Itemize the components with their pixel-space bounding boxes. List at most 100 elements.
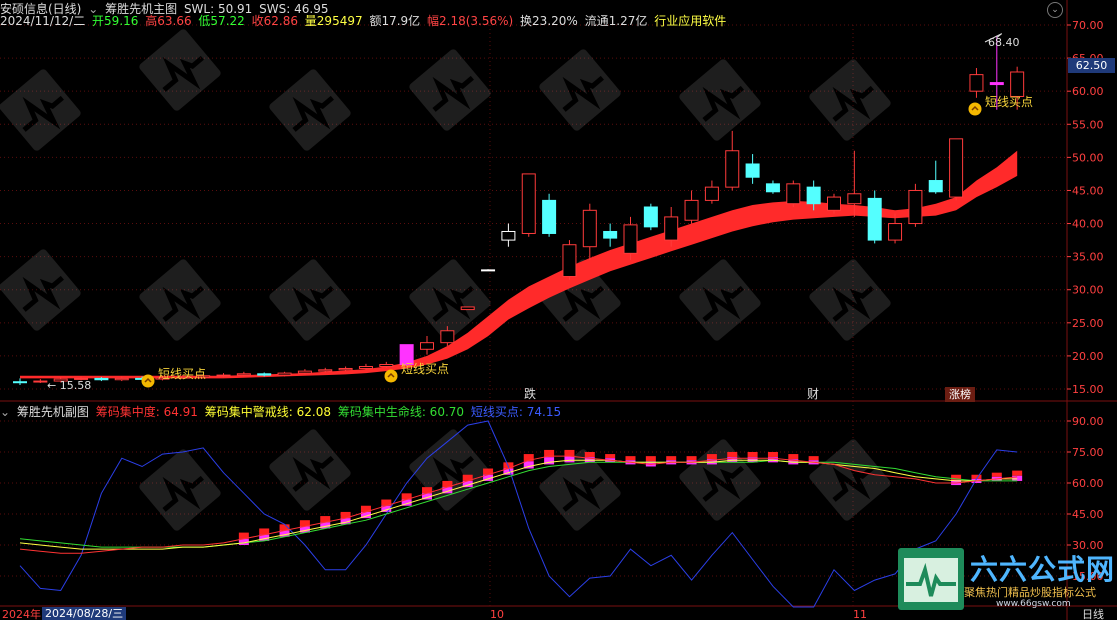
watermark-pulse-icon — [702, 465, 744, 502]
watermark-logo-icon — [139, 259, 221, 341]
concentration-bar-up — [442, 480, 453, 488]
watermark-pulse-icon — [702, 85, 744, 122]
short-buy-line — [19, 420, 1018, 608]
concentration-bar-down — [727, 457, 738, 463]
candle-body — [501, 230, 516, 241]
watermark-logo-icon — [269, 259, 351, 341]
candle — [847, 150, 862, 217]
buy-signal-icon — [141, 374, 155, 388]
brand-title: 六六公式网 — [970, 553, 1116, 586]
candle-body — [297, 370, 312, 374]
period-label: 日线 — [1082, 607, 1104, 620]
candle — [704, 180, 719, 204]
candle-body — [949, 138, 964, 198]
watermark-tile — [0, 69, 81, 151]
candle-body — [806, 186, 821, 205]
brand-subtitle: 聚焦热门精品炒股指标公式 — [964, 586, 1096, 599]
candle-body — [236, 373, 251, 376]
dropdown-icon[interactable]: ⌄ — [88, 2, 99, 16]
industry-value[interactable]: 行业应用软件 — [654, 14, 727, 28]
stock-name[interactable]: 安硕信息(日线) — [0, 2, 82, 16]
candle — [745, 154, 760, 184]
watermark-pulse-icon — [22, 275, 64, 312]
watermark-tile — [139, 29, 221, 111]
candle-body — [440, 330, 455, 344]
candle-body — [33, 380, 48, 383]
concentration-bar-up — [625, 456, 636, 461]
concentration-bar-down — [279, 530, 290, 537]
candle-body — [13, 381, 27, 384]
limit-up-tag[interactable]: 涨榜 — [945, 387, 975, 402]
concentration-bar-down — [238, 538, 249, 545]
candle — [196, 374, 211, 379]
sub-tick-label: 60.00 — [1072, 477, 1104, 490]
candle — [542, 193, 557, 237]
watermark-tile — [269, 259, 351, 341]
year-label: 2024年 — [2, 607, 41, 620]
crosshair-date-label: 2024/08/28/三 — [42, 607, 127, 620]
candle-body — [765, 183, 780, 193]
change-value: 幅2.18(3.56%) — [427, 14, 514, 28]
price-tick-label: 35.00 — [1072, 251, 1104, 264]
concentration-bar-up — [951, 474, 962, 480]
turnover-value: 换23.20% — [520, 14, 578, 28]
concentration-bar-up — [483, 468, 494, 475]
concentration-bar-down — [259, 534, 270, 541]
concentration-bar-up — [767, 452, 778, 458]
watermark-pulse-icon — [292, 455, 334, 492]
buy-signal-label: 短线买点 — [158, 367, 206, 381]
high-marker-line — [984, 33, 1003, 43]
concentration-bar-up — [727, 452, 738, 458]
settings-icon[interactable]: ⌄ — [1047, 2, 1063, 18]
brand-logo — [898, 548, 964, 610]
buy-signal: 短线买点 — [968, 95, 1033, 116]
watermark-pulse-icon — [292, 95, 334, 132]
candle — [460, 306, 475, 311]
candle — [440, 326, 455, 346]
watermark-logo-icon — [269, 69, 351, 151]
watermark-logo-icon — [679, 439, 761, 521]
watermark-pulse-icon — [562, 475, 604, 512]
concentration-bar-up — [401, 493, 412, 500]
concentration-bar-up — [340, 511, 351, 519]
dropdown-icon[interactable]: ⌄ — [0, 405, 11, 419]
sub-label-warning: 筹码集中警戒线: 62.08 — [204, 405, 331, 419]
concentration-bar-up — [666, 456, 677, 461]
candle-body — [847, 193, 862, 205]
watermark-tile — [809, 439, 891, 521]
candle — [358, 363, 373, 370]
candle — [114, 376, 129, 382]
watermark-pulse-icon — [162, 55, 204, 92]
candle-body — [521, 173, 536, 234]
watermark-pulse-icon — [162, 475, 204, 512]
candle — [175, 375, 190, 380]
watermark-tile — [809, 259, 891, 341]
candle — [501, 223, 516, 247]
concentration-bar-up — [808, 456, 819, 461]
candle — [562, 240, 577, 280]
candle — [684, 190, 699, 224]
watermark-logo-icon — [0, 249, 81, 331]
concentration-bar-up — [523, 454, 534, 462]
concentration-bar-up — [360, 505, 371, 512]
candlestick-series[interactable] — [13, 35, 1025, 386]
watermark-tile — [409, 259, 491, 341]
buy-arrow-icon — [971, 105, 979, 111]
candle-body — [379, 364, 394, 367]
indicator-name[interactable]: 筹胜先机主图 — [105, 2, 178, 16]
watermark-tile — [139, 259, 221, 341]
candle-body — [867, 197, 882, 241]
sub-chart[interactable] — [19, 420, 1023, 608]
candle-body — [542, 199, 557, 234]
concentration-bar-up — [544, 449, 555, 458]
buy-arrow-icon — [144, 377, 152, 383]
watermark-tile — [679, 59, 761, 141]
candle-body — [827, 196, 841, 211]
watermark-logo-icon — [409, 259, 491, 341]
chart-header-row1: 安硕信息(日线) ⌄ 筹胜先机主图 SWL: 50.91 SWS: 46.95 — [0, 0, 331, 18]
watermark-tile — [539, 449, 621, 531]
sub-indicator-name[interactable]: 筹胜先机副图 — [16, 405, 89, 419]
candle — [420, 336, 434, 355]
date-value: 2024/11/12/二 — [0, 14, 86, 28]
